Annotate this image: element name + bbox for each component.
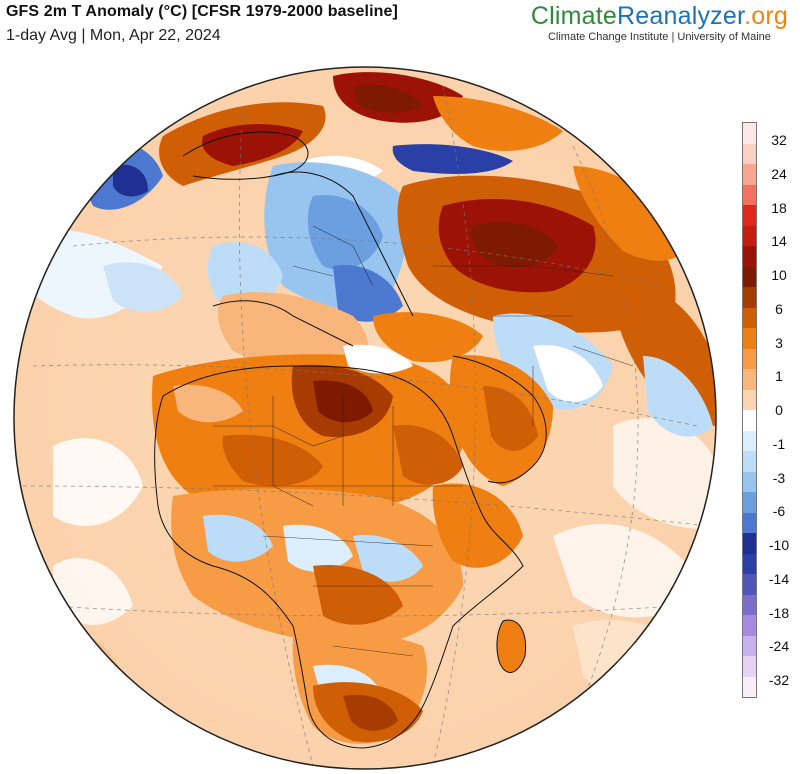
legend-swatch xyxy=(743,369,756,390)
coastlines xyxy=(154,131,547,749)
legend-swatch xyxy=(743,430,756,451)
legend-tick-label: -6 xyxy=(772,503,786,520)
legend-tick-label: -32 xyxy=(768,672,790,688)
legend-tick-label: 10 xyxy=(771,267,787,283)
legend-swatch xyxy=(743,553,756,574)
legend-swatch xyxy=(743,348,756,369)
legend-swatch xyxy=(743,594,756,615)
legend-tick-label: 1 xyxy=(775,368,783,385)
legend-swatch xyxy=(743,389,756,410)
legend-swatch xyxy=(743,307,756,328)
brand-part-reanalyzer: Reanalyzer xyxy=(617,2,745,30)
globe-svg xyxy=(13,66,717,770)
brand-logo[interactable]: ClimateReanalyzer.org Climate Change Ins… xyxy=(531,2,788,43)
legend-swatch xyxy=(743,143,756,164)
brand-part-org: .org xyxy=(744,2,788,30)
legend-swatch xyxy=(743,574,756,595)
map-title: GFS 2m T Anomaly (°C) [CFSR 1979-2000 ba… xyxy=(6,3,398,20)
legend-tick-label: 24 xyxy=(771,165,787,182)
legend-swatch xyxy=(743,451,756,472)
globe-map xyxy=(13,66,717,770)
legend-swatch xyxy=(743,246,756,267)
legend-ticks: 32 24 18 14 10 6 3 1 0 -1 -3 -6 -10 -14 -18 -24 -32 xyxy=(760,122,800,698)
legend-swatch xyxy=(743,184,756,205)
legend-swatch xyxy=(743,512,756,533)
legend-swatch xyxy=(743,123,756,144)
legend-tick-label: 0 xyxy=(775,402,783,418)
legend-tick-label: 14 xyxy=(771,233,787,250)
legend-tick-label: -3 xyxy=(772,469,786,486)
legend-swatch xyxy=(743,225,756,246)
legend-swatch xyxy=(743,266,756,287)
legend-swatch xyxy=(743,656,756,677)
legend-tick-label: 18 xyxy=(771,199,787,216)
globe-outline xyxy=(13,66,717,770)
legend-swatch xyxy=(743,533,756,554)
brand-name: ClimateReanalyzer.org xyxy=(531,2,788,30)
legend-swatch xyxy=(743,615,756,636)
legend-tick-label: -24 xyxy=(768,638,790,655)
graticule xyxy=(22,85,708,767)
legend-tick-label: 6 xyxy=(775,300,783,317)
legend-tick-label: -10 xyxy=(768,537,790,553)
color-legend xyxy=(742,122,757,698)
legend-tick-label: -14 xyxy=(768,570,790,587)
brand-part-climate: Climate xyxy=(530,2,618,30)
country-borders xyxy=(213,225,634,657)
legend-tick-label: -1 xyxy=(772,435,786,452)
legend-swatch xyxy=(743,164,756,185)
legend-swatch xyxy=(743,328,756,349)
legend-swatch xyxy=(743,287,756,308)
legend-swatch xyxy=(743,635,756,656)
legend-swatch xyxy=(743,492,756,513)
legend-swatch xyxy=(743,205,756,226)
legend-tick-label: 3 xyxy=(775,334,783,351)
legend-tick-label: 32 xyxy=(771,132,787,148)
legend-tick-label: -18 xyxy=(768,604,790,621)
legend-swatch xyxy=(743,410,756,431)
legend-swatch xyxy=(743,471,756,492)
legend-swatch xyxy=(743,676,756,697)
brand-tagline: Climate Change Institute | University of… xyxy=(547,31,771,43)
map-subtitle: 1-day Avg | Mon, Apr 22, 2024 xyxy=(6,27,221,44)
